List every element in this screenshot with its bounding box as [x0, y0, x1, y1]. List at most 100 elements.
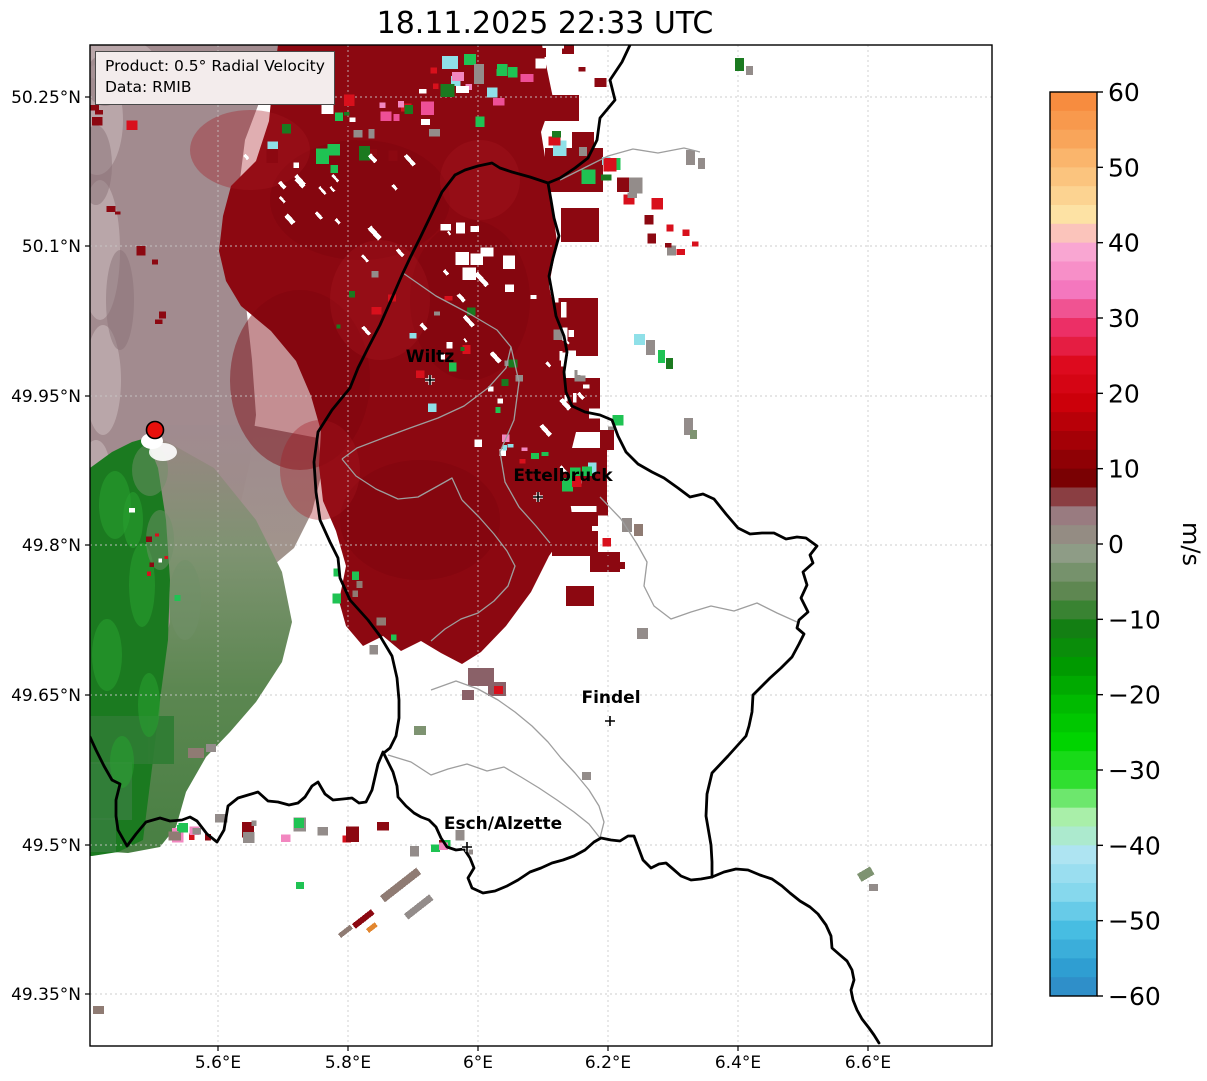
- noise-speckle: [293, 162, 299, 168]
- noise-speckle: [667, 245, 677, 256]
- noise-speckle: [530, 453, 540, 459]
- clutter-blob: [452, 72, 464, 81]
- colorbar-band: [1050, 958, 1097, 978]
- map-field: Wiltz Ettelbruck Findel Esch/Alzette: [90, 45, 992, 1046]
- noise-speckle: [390, 634, 397, 641]
- noise-speckle: [572, 485, 581, 495]
- colorbar-band: [1050, 110, 1097, 131]
- noise-speckle: [349, 291, 356, 298]
- noise-speckle: [267, 141, 279, 150]
- clutter-blob: [206, 744, 216, 752]
- noise-speckle: [293, 818, 304, 829]
- radar-site-marker: [145, 420, 165, 440]
- noise-speckle: [501, 378, 509, 386]
- noise-speckle: [455, 252, 469, 266]
- canton-border: [341, 272, 512, 460]
- noise-speckle: [380, 111, 392, 121]
- noise-speckle: [367, 153, 378, 164]
- city-ettelbruck: Ettelbruck: [513, 466, 613, 502]
- noise-speckle: [281, 834, 291, 842]
- noise-speckle: [581, 169, 596, 184]
- country-borders: [90, 45, 881, 1045]
- colorbar-band: [1050, 355, 1097, 375]
- noise-speckle: [570, 467, 581, 481]
- noise-speckle: [537, 48, 546, 58]
- velocity-field-patch: [566, 586, 594, 606]
- noise-speckle: [145, 536, 152, 542]
- noise-speckle: [294, 176, 306, 189]
- colorbar-tick-label: 40: [1108, 229, 1140, 258]
- colorbar-band: [1050, 939, 1097, 959]
- clutter-blob: [494, 686, 503, 694]
- noise-speckle: [508, 359, 518, 368]
- noise-speckle: [682, 229, 690, 236]
- colorbar-band: [1050, 431, 1097, 451]
- clutter-blob: [666, 358, 673, 369]
- velocity-field-texture: [280, 420, 360, 520]
- noise-speckle: [555, 45, 564, 49]
- clutter-blob: [601, 556, 614, 565]
- clutter-blob: [582, 772, 591, 780]
- x-tick-label: 6°E: [463, 1053, 493, 1073]
- noise-speckle: [442, 269, 450, 276]
- noise-speckle: [345, 119, 352, 127]
- clutter-blob: [456, 86, 469, 93]
- colorbar-band: [1050, 657, 1097, 677]
- noise-speckle: [505, 284, 515, 292]
- noise-speckle: [149, 562, 154, 567]
- noise-speckle: [440, 223, 451, 231]
- clutter-blob: [646, 340, 655, 355]
- velocity-field-texture: [230, 290, 370, 470]
- noise-speckle: [676, 249, 686, 255]
- colorbar-band: [1050, 299, 1097, 319]
- noise-speckle: [600, 174, 612, 181]
- canton-border: [387, 754, 601, 839]
- colorbar-band: [1050, 713, 1097, 733]
- noise-speckle: [388, 150, 398, 162]
- noise-speckle: [576, 391, 585, 401]
- noise-speckle: [356, 580, 363, 588]
- noise-speckle: [420, 119, 430, 125]
- noise-speckle: [568, 330, 574, 338]
- noise-speckle: [431, 844, 441, 852]
- colorbar-tick-label: 50: [1108, 153, 1140, 182]
- canton-border: [430, 680, 605, 839]
- colorbar-tick-label: 30: [1108, 304, 1140, 333]
- colorbar: 60 50 40 30 20 10 0 −10 −20 −30 −40 −50 −60 m/s: [1049, 78, 1205, 1011]
- noise-speckle: [456, 222, 466, 234]
- grid-lines: [90, 45, 992, 1046]
- noise-speckle: [496, 64, 508, 76]
- canton-border: [599, 496, 798, 623]
- y-tick-label: 49.95°N: [11, 387, 81, 407]
- velocity-field-texture: [90, 325, 121, 435]
- clutter-blob: [658, 350, 665, 363]
- noise-speckle: [560, 301, 567, 318]
- product-info-box: Product: 0.5° Radial Velocity Data: RMIB: [95, 51, 335, 105]
- colorbar-band: [1050, 901, 1097, 922]
- clutter-blob: [869, 884, 878, 891]
- clutter-blob: [414, 726, 426, 735]
- noise-speckle: [393, 113, 400, 121]
- noise-speckle: [487, 87, 498, 98]
- noise-speckle: [420, 101, 434, 115]
- clutter-blob: [735, 58, 744, 71]
- colorbar-band: [1050, 318, 1097, 338]
- noise-speckle: [446, 230, 452, 236]
- noise-speckle: [174, 595, 181, 601]
- noise-speckle: [470, 253, 483, 265]
- noise-speckle: [548, 136, 561, 146]
- noise-speckle: [317, 827, 329, 836]
- colorbar-band: [1050, 167, 1097, 187]
- colorbar-band: [1050, 788, 1097, 809]
- noise-speckle: [251, 820, 257, 826]
- noise-speckle: [470, 226, 479, 233]
- noise-speckle: [344, 112, 350, 116]
- noise-speckle: [623, 194, 635, 205]
- velocity-field-texture: [129, 543, 155, 627]
- noise-speckle: [243, 153, 250, 161]
- colorbar-band: [1050, 525, 1097, 545]
- country-border: [546, 45, 632, 185]
- clutter-blob: [637, 628, 648, 639]
- colorbar-band: [1050, 242, 1097, 262]
- x-tick-label: 5.6°E: [195, 1053, 241, 1073]
